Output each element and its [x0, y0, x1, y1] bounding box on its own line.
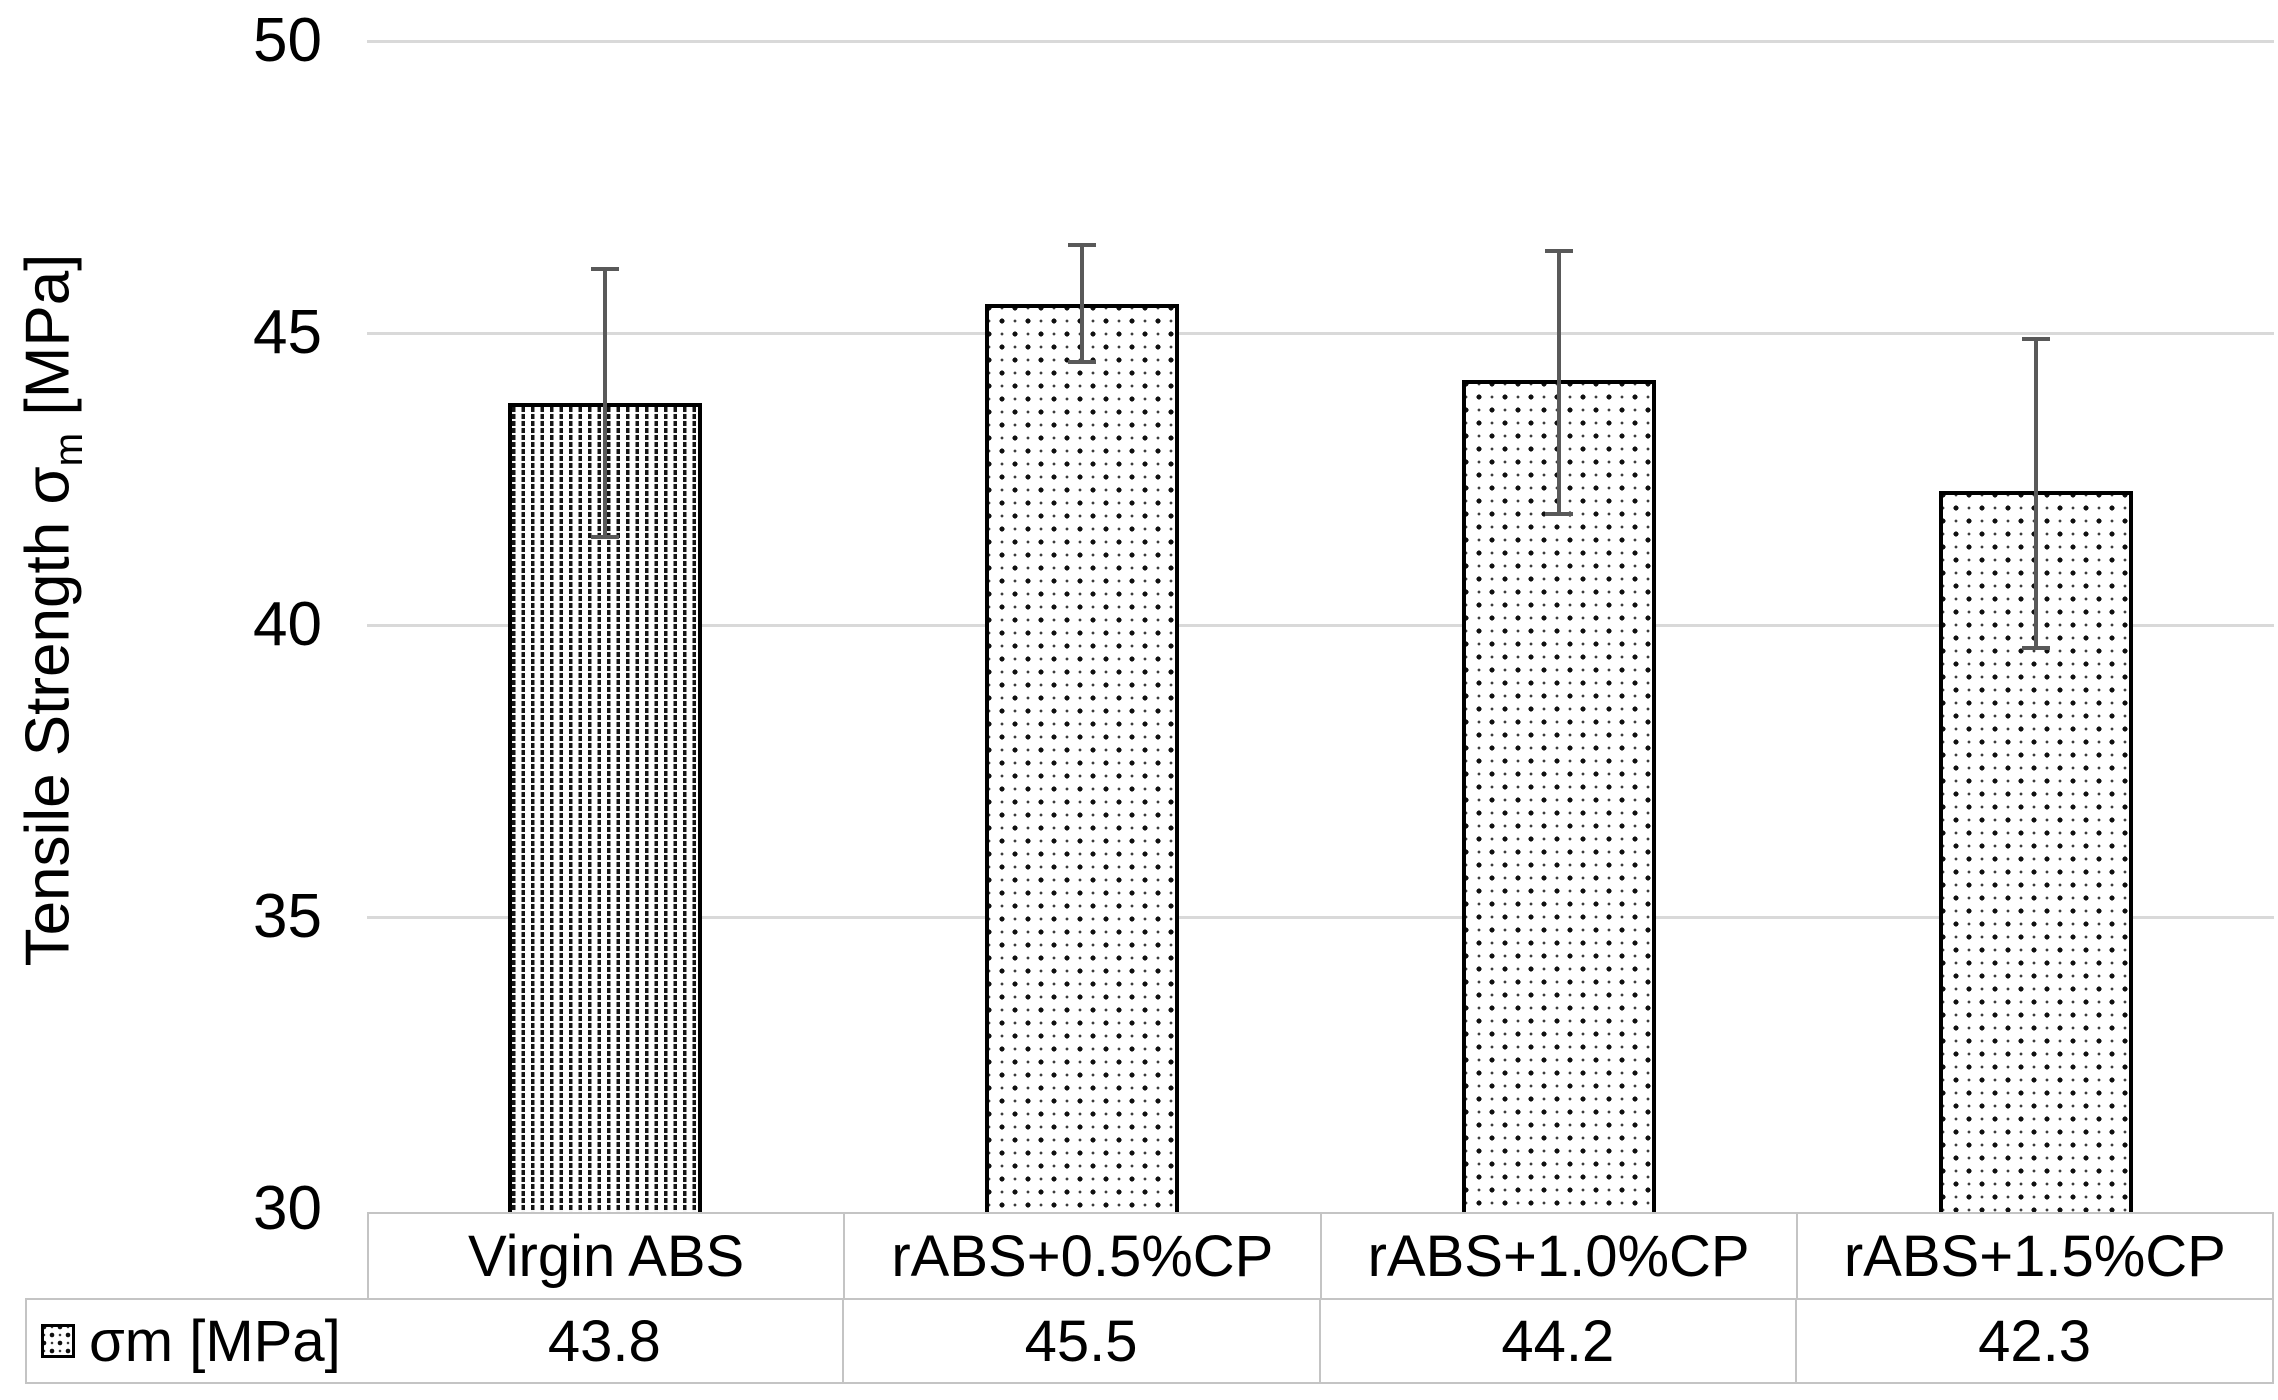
value-cell-rabs-1-5-cp: 42.3: [1795, 1300, 2272, 1382]
error-bar-cap-low-rabs-1-0-cp: [1544, 512, 1573, 517]
y-tick-label-50: 50: [253, 6, 322, 75]
y-axis-title-pre: Tensile Strength σ: [13, 466, 83, 967]
error-bar-rabs-1-0-cp: [1556, 251, 1561, 515]
error-bar-cap-high-rabs-0-5-cp: [1068, 243, 1097, 248]
category-cell-rabs-1-0-cp: rABS+1.0%CP: [1319, 1214, 1796, 1298]
table-category-row: Virgin ABS rABS+0.5%CP rABS+1.0%CP rABS+1.5…: [367, 1212, 2274, 1298]
gridline-35: [367, 915, 2274, 919]
gridline-50: [367, 39, 2274, 43]
error-bar-cap-high-virgin-abs: [591, 266, 620, 271]
category-cell-virgin-abs: Virgin ABS: [369, 1214, 844, 1298]
y-axis-title: Tensile Strength σm [MPa]: [13, 253, 91, 967]
table-value-row: σm [MPa] 43.8 45.5 44.2 42.3: [25, 1298, 2274, 1384]
legend-cell: σm [MPa]: [27, 1300, 367, 1382]
y-tick-label-45: 45: [253, 298, 322, 367]
y-axis-title-post: [MPa]: [13, 253, 83, 433]
error-bar-cap-high-rabs-1-5-cp: [2021, 336, 2050, 341]
error-bar-cap-low-rabs-1-5-cp: [2021, 646, 2050, 651]
y-tick-label-35: 35: [253, 882, 322, 951]
bar-virgin-abs: [508, 403, 703, 1212]
gridline-45: [367, 331, 2274, 335]
bar-rabs-1-0-cp: [1461, 379, 1656, 1212]
error-bar-cap-high-rabs-1-0-cp: [1544, 249, 1573, 254]
value-cell-virgin-abs: 43.8: [367, 1300, 842, 1382]
bar-rabs-0-5-cp: [985, 303, 1180, 1212]
category-cell-rabs-1-5-cp: rABS+1.5%CP: [1795, 1214, 2272, 1298]
error-bar-virgin-abs: [603, 268, 608, 538]
value-cell-rabs-1-0-cp: 44.2: [1318, 1300, 1796, 1382]
legend-pattern-swatch-icon: [41, 1324, 75, 1358]
error-bar-cap-low-rabs-0-5-cp: [1068, 360, 1097, 365]
value-cell-rabs-0-5-cp: 45.5: [841, 1300, 1319, 1382]
error-bar-cap-low-virgin-abs: [591, 535, 620, 540]
error-bar-rabs-0-5-cp: [1080, 245, 1085, 363]
y-tick-label-40: 40: [253, 590, 322, 659]
legend-label: σm [MPa]: [89, 1308, 341, 1374]
y-tick-label-30: 30: [253, 1174, 322, 1243]
error-bar-rabs-1-5-cp: [2033, 338, 2038, 649]
category-cell-rabs-0-5-cp: rABS+0.5%CP: [843, 1214, 1320, 1298]
gridline-40: [367, 623, 2274, 627]
y-axis-title-subscript: m: [45, 432, 91, 467]
